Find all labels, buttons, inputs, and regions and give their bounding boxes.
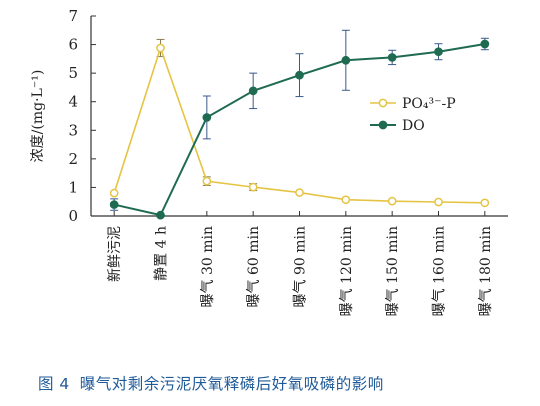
data-point bbox=[387, 196, 397, 206]
data-point bbox=[387, 53, 397, 62]
figure-caption-label: 图 4 bbox=[38, 375, 70, 393]
legend-swatch-marker bbox=[378, 120, 388, 130]
y-tick-label: 4 bbox=[68, 93, 78, 111]
legend-swatch-marker bbox=[378, 98, 388, 108]
line-chart: 0 1 2 3 4 5 6 7 新鲜污泥 静置 4 h 曝气 30 min 曝气 60 min 曝气 9… bbox=[30, 7, 508, 316]
legend-label: DO bbox=[402, 118, 425, 134]
y-tick-label: 0 bbox=[68, 207, 78, 225]
data-point bbox=[480, 198, 490, 208]
data-point bbox=[248, 86, 258, 96]
data-point bbox=[434, 197, 443, 207]
y-tick-label: 1 bbox=[68, 178, 78, 196]
figure-caption-text: 曝气对剩余污泥厌氧释磷后好氧吸磷的影响 bbox=[79, 375, 384, 393]
y-tick-label: 7 bbox=[68, 7, 78, 25]
y-tick-label: 5 bbox=[68, 64, 78, 82]
x-tick-label: 曝气 30 min bbox=[200, 226, 216, 307]
y-axis-label: 浓度/(mg·L⁻¹) bbox=[30, 70, 46, 163]
legend-label: PO₄³⁻-P bbox=[402, 96, 456, 112]
data-point bbox=[109, 200, 119, 209]
x-tick-label: 新鲜污泥 bbox=[107, 226, 123, 282]
x-tick-label: 曝气 120 min bbox=[339, 226, 355, 316]
y-tick-label: 3 bbox=[68, 121, 78, 139]
data-point bbox=[295, 188, 304, 197]
data-point bbox=[202, 113, 212, 122]
data-point bbox=[295, 70, 304, 80]
x-tick-label: 曝气 180 min bbox=[478, 226, 494, 316]
x-tick-label: 静置 4 h bbox=[154, 226, 170, 281]
data-point bbox=[109, 188, 119, 198]
data-point bbox=[434, 47, 443, 57]
figure-caption: 图 4 曝气对剩余污泥厌氧释磷后好氧吸磷的影响 bbox=[38, 372, 394, 394]
data-point bbox=[480, 39, 490, 49]
data-point bbox=[341, 195, 351, 205]
data-point bbox=[156, 210, 165, 220]
data-point bbox=[202, 176, 212, 186]
data-point bbox=[341, 55, 351, 65]
x-tick-label: 曝气 160 min bbox=[432, 226, 448, 316]
x-tick-label: 曝气 60 min bbox=[246, 226, 262, 307]
y-tick-label: 2 bbox=[68, 150, 78, 168]
x-tick-label: 曝气 150 min bbox=[385, 226, 401, 316]
y-tick-label: 6 bbox=[68, 36, 78, 54]
data-point bbox=[156, 43, 165, 53]
data-point bbox=[248, 182, 258, 192]
x-tick-label: 曝气 90 min bbox=[293, 226, 309, 307]
